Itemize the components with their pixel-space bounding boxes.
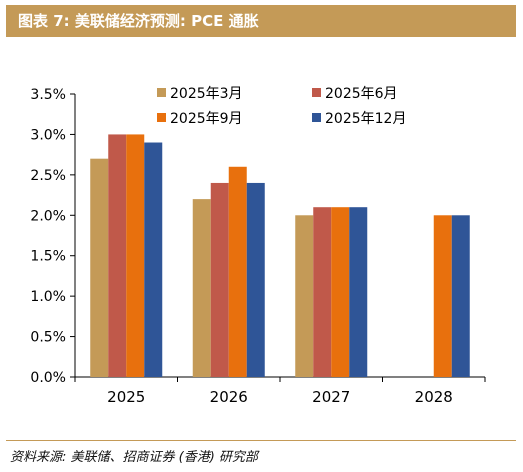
bar [210, 182, 229, 377]
legend-swatch [157, 88, 166, 97]
y-tick-label: 3.5% [30, 87, 66, 103]
bar [90, 158, 109, 377]
x-tick-label: 2027 [312, 388, 350, 406]
bar [349, 207, 368, 377]
x-tick-label: 2026 [210, 388, 248, 406]
y-tick-label: 3.0% [30, 127, 66, 143]
bar [246, 182, 265, 377]
bar [313, 207, 332, 377]
legend: 2025年3月 2025年6月 2025年9月 2025年12月 [157, 86, 406, 127]
y-axis: 0.0% 0.5% 1.0% 1.5% 2.0% 2.5% 3.0% 3.5% [30, 87, 76, 386]
y-tick-label: 2.0% [30, 208, 66, 224]
bar [228, 166, 247, 377]
bars [90, 134, 470, 377]
y-tick-label: 2.5% [30, 168, 66, 184]
x-tick-label: 2028 [415, 388, 453, 406]
bar [331, 207, 350, 377]
source-note: 资料来源: 美联储、招商证券 (香港) 研究部 [10, 450, 258, 465]
bar [108, 134, 127, 377]
title-bar: 图表 7: 美联储经济预测: PCE 通胀 [6, 5, 516, 37]
y-tick-label: 1.5% [30, 249, 66, 265]
bar [192, 199, 211, 377]
bar [451, 215, 470, 377]
legend-label: 2025年9月 [170, 111, 243, 127]
y-tick-label: 1.0% [30, 289, 66, 305]
x-axis: 2025 2026 2027 2028 [74, 376, 486, 406]
bar [144, 142, 163, 377]
bar [433, 215, 452, 377]
y-tick-label: 0.5% [30, 330, 66, 346]
legend-swatch [312, 88, 321, 97]
bar [295, 215, 314, 377]
bar [126, 134, 145, 377]
legend-swatch [312, 113, 321, 122]
legend-label: 2025年3月 [170, 86, 243, 102]
y-tick-label: 0.0% [30, 370, 66, 386]
legend-swatch [157, 113, 166, 122]
legend-label: 2025年6月 [325, 86, 398, 102]
figure-title: 图表 7: 美联储经济预测: PCE 通胀 [18, 12, 259, 30]
legend-label: 2025年12月 [325, 111, 406, 127]
x-tick-label: 2025 [107, 388, 145, 406]
footer-divider [6, 440, 516, 441]
